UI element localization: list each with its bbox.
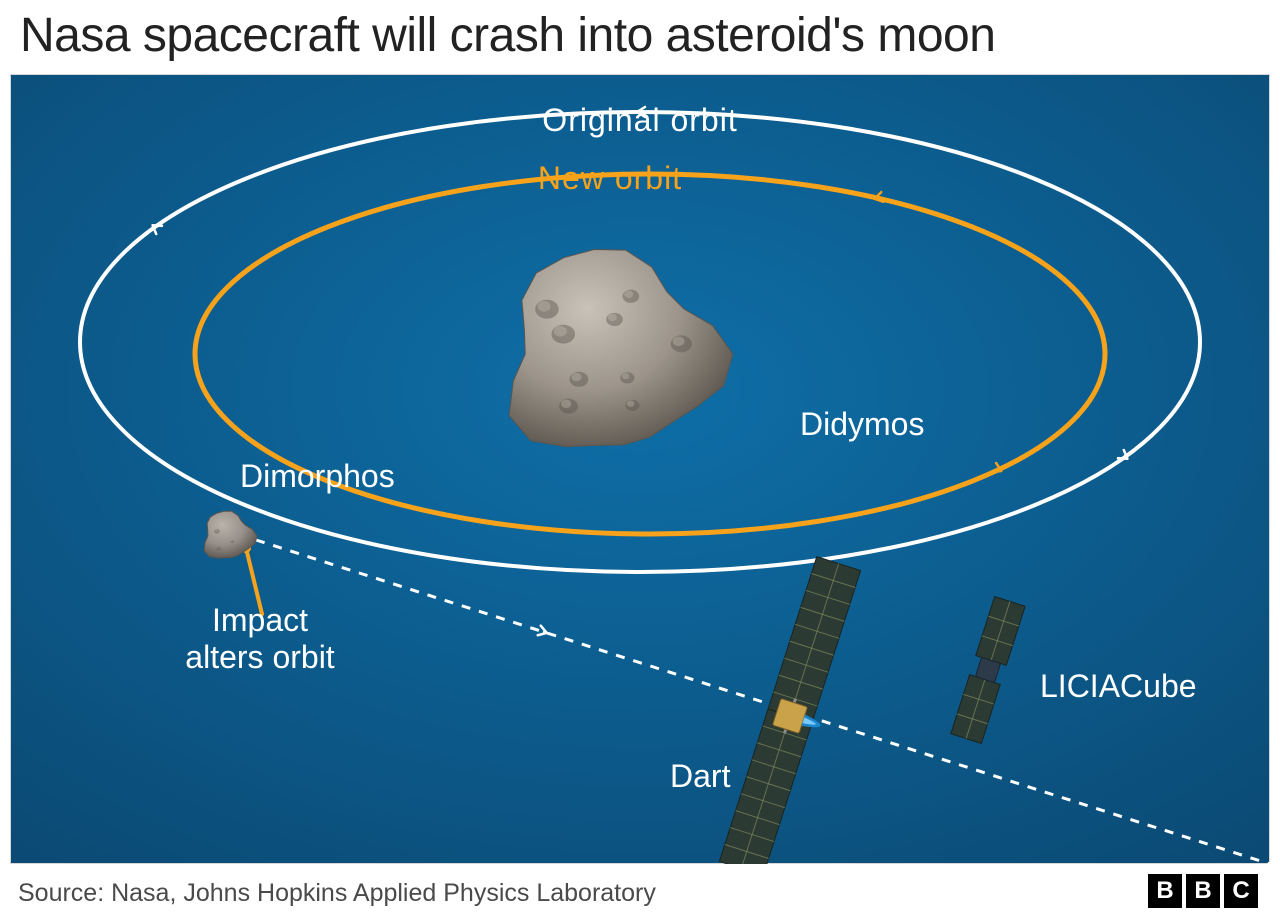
page-title: Nasa spacecraft will crash into asteroid… <box>20 8 995 63</box>
label-impact: Impact alters orbit <box>185 602 334 676</box>
bbc-logo-block: B <box>1148 874 1182 908</box>
label-dart: Dart <box>670 758 730 795</box>
infographic-root: Nasa spacecraft will crash into asteroid… <box>0 0 1280 922</box>
label-didymos: Didymos <box>800 406 924 443</box>
label-dimorphos: Dimorphos <box>240 458 395 495</box>
label-original-orbit: Original orbit <box>542 102 737 139</box>
footer-source: Source: Nasa, Johns Hopkins Applied Phys… <box>18 879 656 908</box>
label-new-orbit: New orbit <box>538 160 682 197</box>
diagram-panel: Original orbit New orbit Didymos Dimorph… <box>10 74 1270 864</box>
bbc-logo-block: C <box>1224 874 1258 908</box>
bbc-logo: B B C <box>1148 874 1258 908</box>
bbc-logo-block: B <box>1186 874 1220 908</box>
label-liciacube: LICIACube <box>1040 668 1197 705</box>
